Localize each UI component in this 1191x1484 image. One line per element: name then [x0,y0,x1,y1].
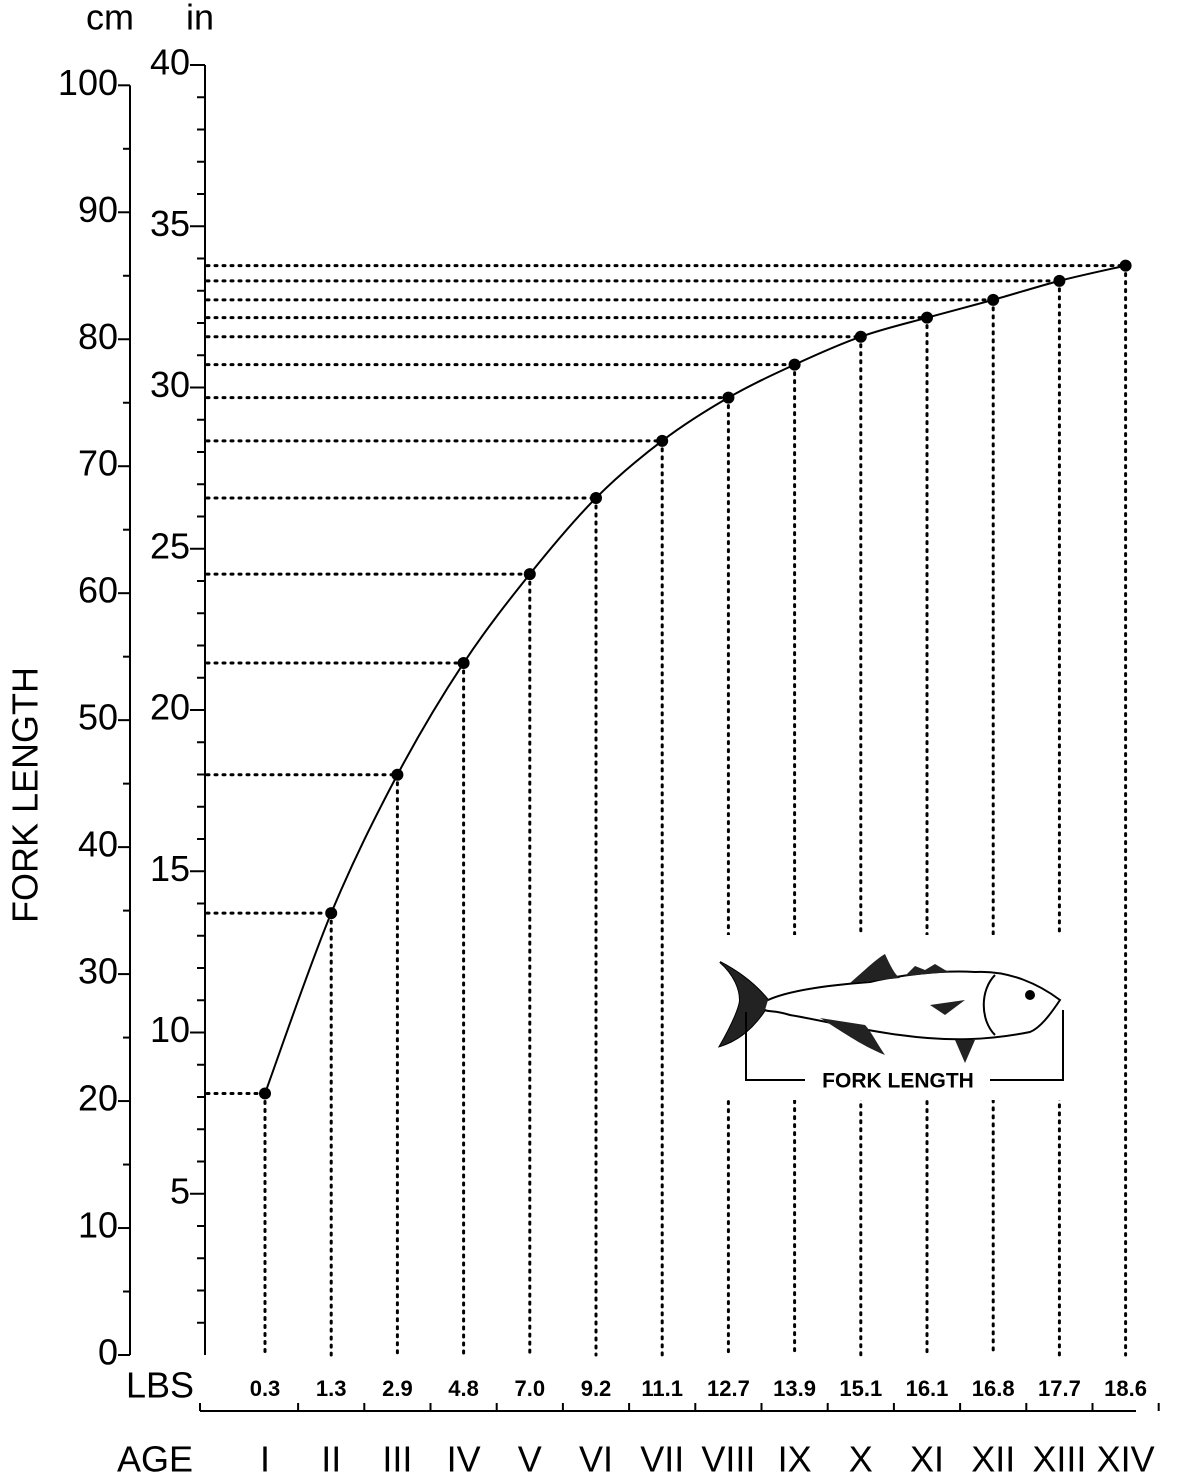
y2-tick-label: 35 [150,203,190,244]
y2-tick-label: 15 [150,848,190,889]
weight-label: 11.1 [641,1376,683,1401]
weight-label: 12.7 [707,1376,750,1401]
y2-tick-label: 30 [150,364,190,405]
x-tick-label: IV [447,1439,481,1480]
data-point [523,568,536,581]
x-tick-label: V [518,1439,542,1480]
y2-tick-label: 20 [150,687,190,728]
y2-unit-label: in [186,0,214,38]
data-point [590,491,602,504]
fish-annotation: FORK LENGTH [822,1070,974,1093]
y-unit-label: cm [86,0,134,38]
fish-second-fin [905,964,950,976]
fish-tail [720,962,768,1046]
x-tick-label: VII [640,1439,684,1480]
y-tick-label: 70 [78,443,118,484]
fish-eye [1025,990,1035,1000]
y-tick-label: 40 [78,824,118,865]
y-tick-label: 10 [78,1205,118,1246]
x-tick-label: VIII [701,1439,755,1480]
data-point [987,293,1000,306]
fish-pectoral-fin [930,1000,965,1015]
y2-tick-label: 5 [170,1170,190,1211]
data-point [788,358,801,371]
data-point [325,907,338,920]
y2-tick-label: 25 [150,525,190,566]
data-point [656,434,669,447]
data-point [391,768,404,781]
x-tick-label: III [382,1439,412,1480]
x-tick-label: I [260,1439,270,1480]
fish-illustration: FORK LENGTH [700,935,1085,1100]
x-tick-label: XIII [1032,1439,1086,1480]
fork-length-bracket [745,1010,1064,1081]
x-tick-label: XIV [1097,1439,1155,1480]
weight-label: 13.9 [773,1376,816,1401]
weight-label: 1.3 [316,1376,347,1401]
weight-label: 2.9 [382,1376,413,1401]
y-tick-label: 60 [78,570,118,611]
x-tick-label: XI [910,1439,944,1480]
fish-dorsal-fin [850,954,900,983]
weight-label: 18.6 [1104,1376,1147,1401]
fish-pelvic-fin [955,1040,975,1063]
y-tick-label: 0 [98,1332,118,1373]
fish-anal-fin [820,1018,885,1055]
data-point [854,330,867,343]
data-point [259,1087,271,1100]
data-point [921,311,933,324]
weight-label: 16.8 [972,1376,1015,1401]
weight-label: 9.2 [581,1376,612,1401]
weight-label: LBS [126,1365,194,1406]
y-tick-label: 50 [78,697,118,738]
x-axis-label: AGE [117,1439,193,1480]
x-tick-label: X [849,1439,873,1480]
data-point [457,657,470,670]
x-tick-label: XII [971,1439,1015,1480]
weight-label: 7.0 [515,1376,546,1401]
weight-label: 17.7 [1038,1376,1081,1401]
y-tick-label: 30 [78,951,118,992]
x-tick-label: IX [778,1439,812,1480]
y2-tick-label: 40 [150,42,190,83]
data-point [1053,274,1066,287]
weight-label: 15.1 [839,1376,882,1401]
fish-gill [982,974,996,1036]
data-point [722,391,735,404]
weight-label: 16.1 [906,1376,949,1401]
x-tick-label: II [321,1439,341,1480]
data-point [1119,259,1132,272]
y-tick-label: 20 [78,1078,118,1119]
y-tick-label: 100 [58,62,118,103]
y-axis-label: FORK LENGTH [5,667,46,923]
marks: 0 10 20 30 40 50 60 70 80 90 100 5 10 15 20 25 30 35 40 I 0.… [58,42,1160,1480]
x-tick-label: VI [579,1439,613,1480]
y-tick-label: 90 [78,189,118,230]
y-tick-label: 80 [78,316,118,357]
y2-tick-label: 10 [150,1009,190,1050]
weight-label: 4.8 [448,1376,479,1401]
weight-label: 0.3 [250,1376,281,1401]
growth-curve [264,264,1126,1094]
